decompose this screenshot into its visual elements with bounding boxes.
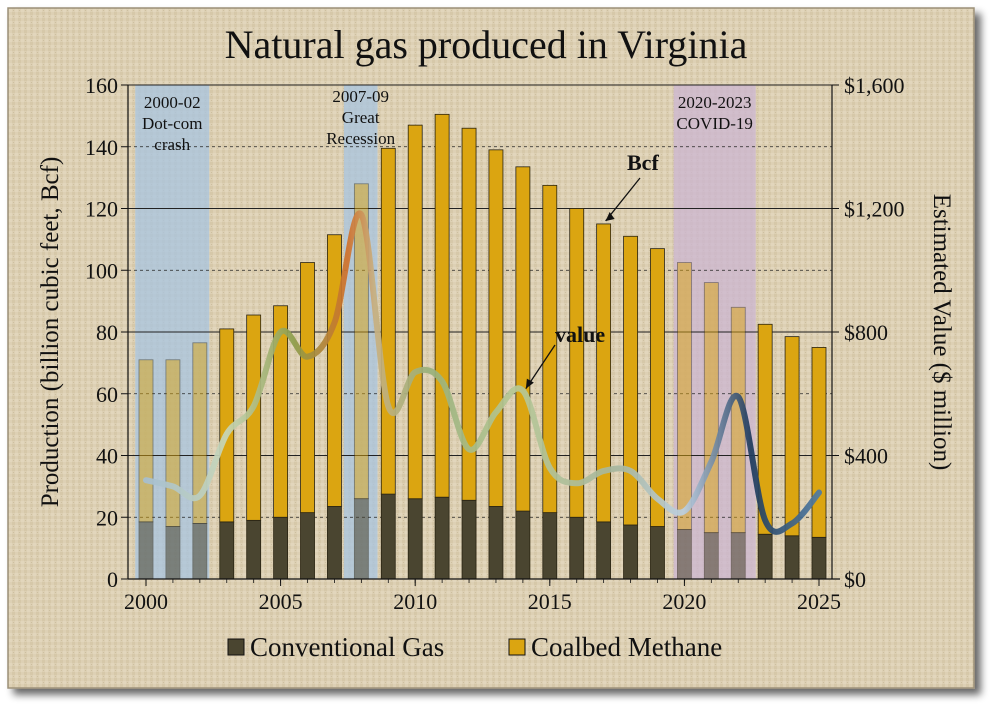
bar-conventional-2008 [353, 498, 369, 580]
bar-conventional-2019 [650, 526, 665, 580]
bar-coalbed-2016 [569, 208, 585, 518]
y-tick-label-0: 0 [107, 567, 118, 592]
bar-conventional-2015 [542, 512, 558, 580]
y-tick-label-140: 140 [85, 135, 118, 160]
x-tick-label-2000: 2000 [124, 589, 168, 614]
bar-coalbed-2012 [461, 127, 477, 501]
bar-coalbed-2018 [623, 235, 638, 526]
y2-tick-label-0: $0 [844, 567, 866, 592]
y-tick-label-80: 80 [96, 320, 118, 345]
bar-coalbed-2015 [542, 184, 558, 514]
bar-conventional-2011 [434, 496, 450, 580]
bar-conventional-2023 [757, 533, 773, 580]
bar-coalbed-2025 [811, 347, 827, 538]
bar-conventional-2018 [623, 524, 638, 580]
bar-conventional-2025 [811, 536, 827, 580]
bar-conventional-2001 [165, 526, 181, 580]
shaded-period-label-1-2: Recession [326, 129, 395, 148]
axes: 0 20 40 60 80 100 120 140 160 $0 $400 $800 $1,200 $1,… [85, 73, 905, 614]
bar-coalbed-2001 [165, 359, 181, 527]
annotation-bcf-arrowhead [605, 211, 615, 221]
annotation-bcf-arrow [605, 177, 641, 222]
annotation-value-arrowhead [525, 378, 534, 389]
legend: Conventional Gas Coalbed Methane [227, 632, 722, 662]
shaded-period-label-1-1: Great [342, 108, 380, 127]
gridlines [128, 84, 832, 518]
legend-swatch-coalbed [508, 638, 526, 656]
annotations: Bcf value [525, 150, 659, 390]
x-tick-label-2025: 2025 [797, 589, 841, 614]
x-tick-label-2020: 2020 [662, 589, 706, 614]
annotation-value: value [555, 322, 605, 347]
chart-title: Natural gas produced in Virginia [225, 22, 748, 67]
shaded-period-label-0-2: crash [154, 135, 190, 154]
bar-coalbed-2021 [703, 282, 719, 534]
y-tick-label-20: 20 [96, 505, 118, 530]
bar-coalbed-2024 [784, 336, 800, 537]
shaded-period-label-2-1: COVID-19 [676, 114, 753, 133]
y2-tick-label-4: $1,600 [844, 73, 905, 98]
shaded-period-label-1-0: 2007-09 [332, 87, 389, 106]
bar-conventional-2005 [273, 516, 289, 580]
y-tick-label-100: 100 [85, 258, 118, 283]
bar-conventional-2012 [461, 499, 477, 580]
bar-coalbed-2019 [650, 248, 665, 527]
bar-coalbed-2020 [677, 262, 692, 531]
y-axis-title: Production (billion cubic feet, Bcf) [37, 157, 64, 508]
bar-coalbed-2008 [353, 183, 369, 500]
bar-coalbed-2000 [138, 359, 154, 523]
bar-coalbed-2006 [300, 262, 315, 514]
bar-conventional-2010 [407, 498, 423, 580]
bar-coalbed-2014 [515, 166, 531, 512]
y-tick-label-160: 160 [85, 73, 118, 98]
y2-axis-title: Estimated Value ($ million) [928, 194, 955, 471]
bar-conventional-2000 [138, 521, 154, 580]
bar-coalbed-2023 [757, 323, 773, 535]
bar-conventional-2017 [596, 521, 612, 580]
bar-conventional-2002 [192, 523, 208, 580]
bar-conventional-2004 [246, 519, 262, 580]
bar-coalbed-2002 [192, 342, 208, 524]
bar-conventional-2007 [327, 506, 342, 580]
bar-conventional-2003 [219, 521, 235, 580]
bar-coalbed-2010 [407, 124, 423, 500]
value-line [143, 210, 822, 535]
annotation-bcf: Bcf [627, 150, 659, 175]
legend-swatch-conventional [227, 638, 245, 656]
bar-coalbed-2005 [273, 305, 289, 518]
y-tick-label-40: 40 [96, 444, 118, 469]
x-tick-label-2005: 2005 [259, 589, 303, 614]
bar-conventional-2024 [784, 535, 800, 580]
value-line-layer [143, 210, 822, 535]
bars [138, 113, 827, 580]
bar-coalbed-2017 [596, 223, 612, 523]
bar-conventional-2006 [300, 512, 315, 580]
bar-conventional-2020 [677, 529, 692, 580]
shaded-period-label-0-0: 2000-02 [144, 93, 201, 112]
y2-tick-label-3: $1,200 [844, 197, 905, 222]
bar-coalbed-2011 [434, 113, 450, 498]
y-tick-label-60: 60 [96, 382, 118, 407]
bar-conventional-2022 [730, 532, 746, 580]
bar-conventional-2014 [515, 510, 531, 580]
shaded-period-label-2-0: 2020-2023 [678, 93, 752, 112]
bar-conventional-2021 [703, 532, 719, 580]
period-labels: 2000-02 Dot-com crash 2007-09 Great Recession… [142, 87, 753, 154]
bar-coalbed-2013 [488, 149, 504, 507]
y-tick-label-120: 120 [85, 197, 118, 222]
legend-label-conventional: Conventional Gas [250, 632, 444, 662]
bar-conventional-2013 [488, 506, 504, 580]
legend-label-coalbed: Coalbed Methane [531, 632, 722, 662]
bar-coalbed-2007 [327, 234, 342, 507]
bar-conventional-2016 [569, 516, 585, 580]
shaded-period-label-0-1: Dot-com [142, 114, 202, 133]
bar-coalbed-2009 [380, 147, 396, 495]
y2-tick-label-1: $400 [844, 444, 888, 469]
x-tick-label-2015: 2015 [528, 589, 572, 614]
y2-tick-label-2: $800 [844, 320, 888, 345]
bar-conventional-2009 [380, 493, 396, 580]
x-tick-label-2010: 2010 [393, 589, 437, 614]
